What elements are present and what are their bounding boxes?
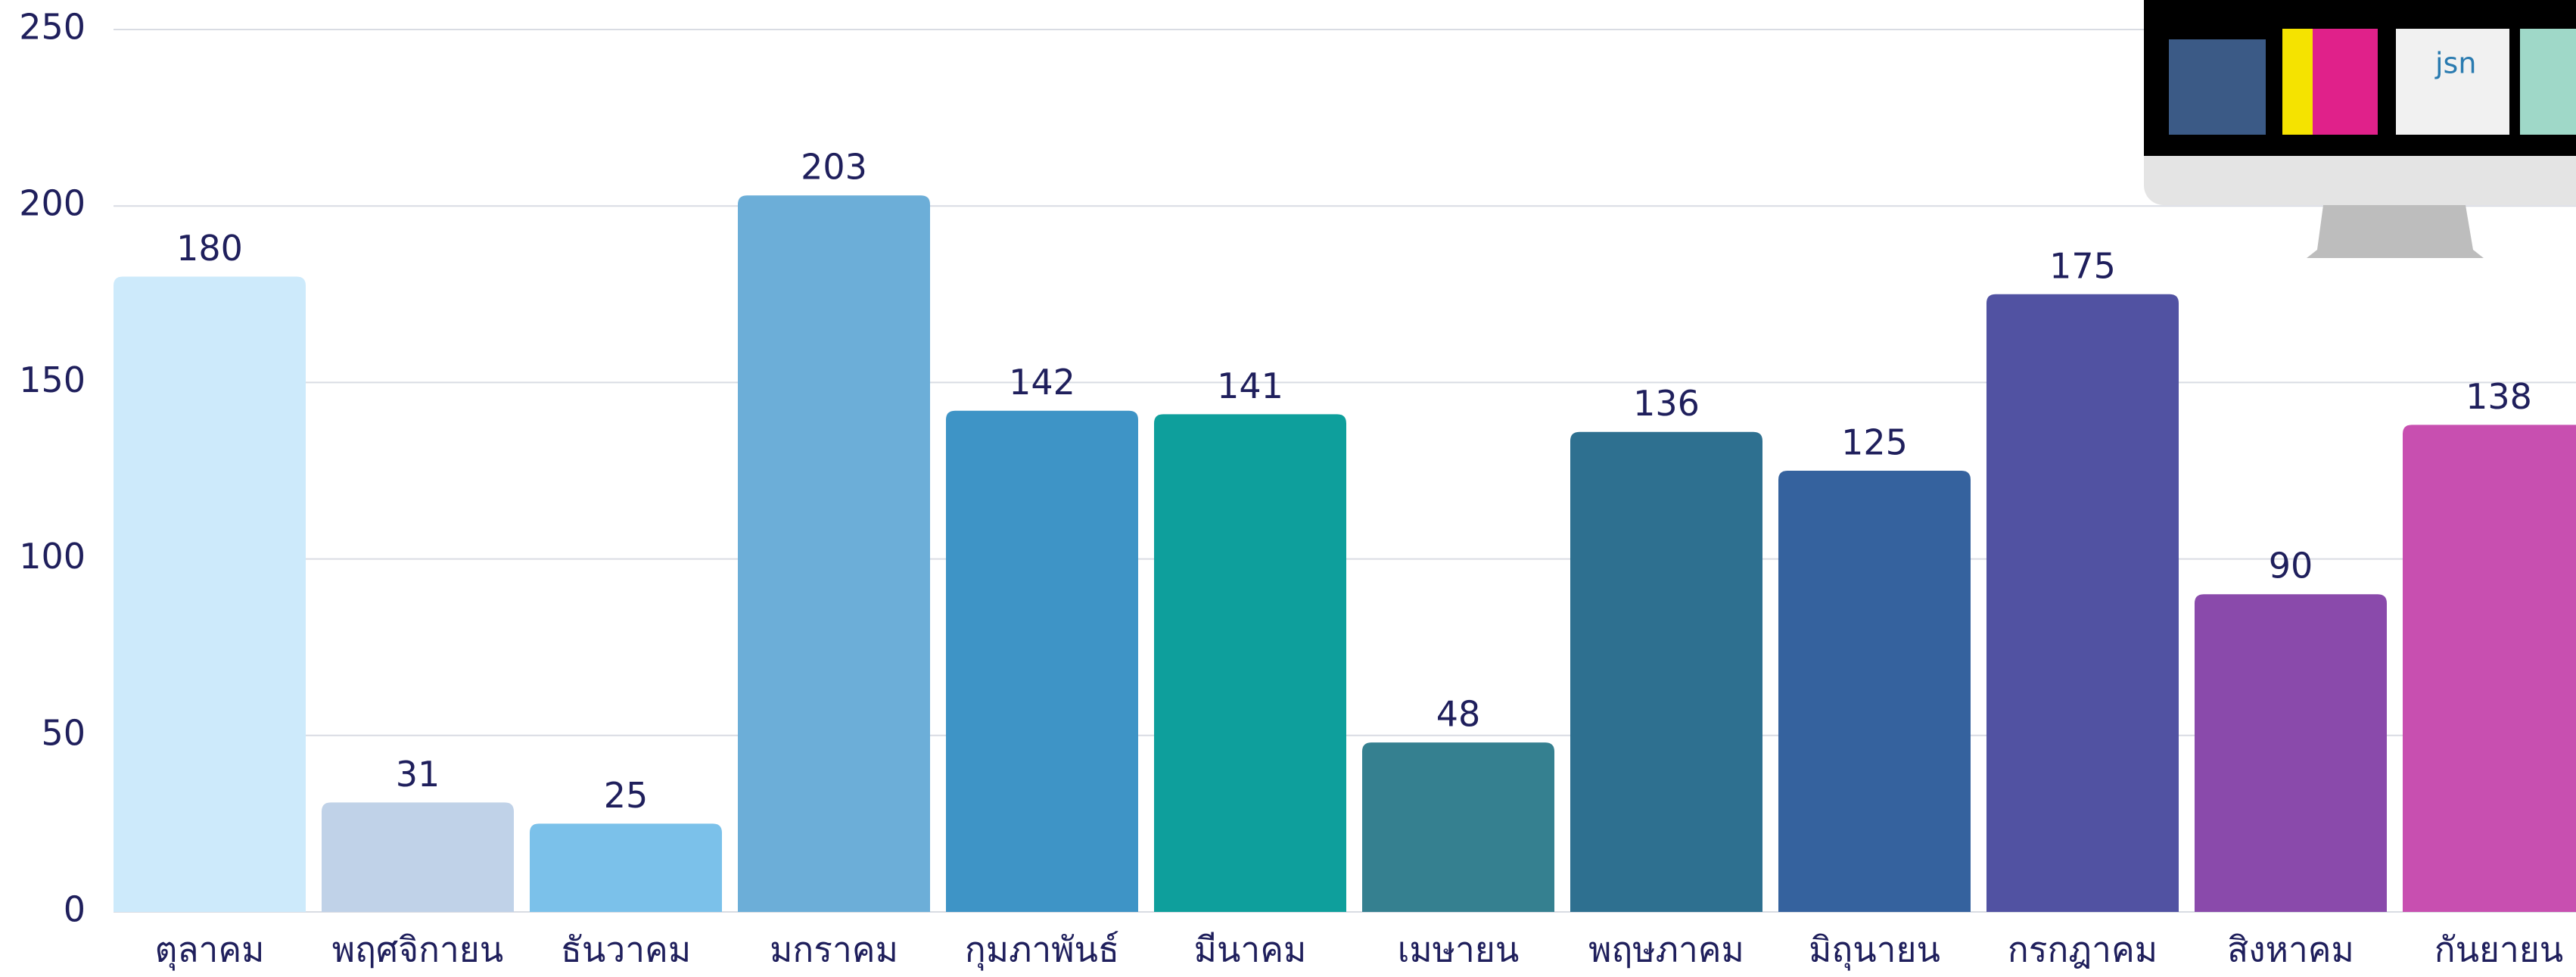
value-label: 142 (1009, 362, 1075, 403)
x-tick-label: พฤษภาคม (1588, 929, 1744, 970)
x-tick-label: เมษายน (1398, 929, 1520, 970)
book-cover (2520, 29, 2576, 135)
bar (530, 823, 722, 912)
y-tick-label: 250 (19, 7, 86, 48)
x-tick-label: กรกฎาคม (2008, 929, 2158, 970)
book-cover (2396, 29, 2509, 135)
x-tick-label: ธันวาคม (561, 929, 691, 970)
bar (2195, 594, 2387, 912)
bar (1778, 471, 1971, 912)
book-cover (2169, 39, 2266, 135)
bar (1570, 431, 1762, 912)
value-label: 125 (1841, 422, 1908, 463)
y-tick-label: 200 (19, 183, 86, 224)
x-tick-label: พฤศจิกายน (332, 929, 503, 970)
value-label: 180 (176, 228, 243, 269)
x-tick-label: กันยายน (2434, 929, 2563, 970)
value-label: 175 (2049, 245, 2116, 286)
bar (322, 802, 514, 912)
bar (946, 410, 1138, 912)
value-label: 25 (604, 775, 649, 816)
bar (114, 276, 306, 913)
x-tick-label: กุมภาพันธ์ (965, 929, 1119, 972)
x-tick-label: สิงหาคม (2227, 929, 2354, 970)
x-tick-label: มิถุนายน (1809, 929, 1940, 972)
y-tick-label: 0 (64, 889, 86, 930)
x-tick-label: ตุลาคม (155, 929, 265, 972)
x-tick-label: มกราคม (770, 929, 898, 970)
x-tick-label: มีนาคม (1194, 929, 1307, 970)
value-label: 138 (2466, 376, 2532, 417)
value-label: 90 (2269, 546, 2313, 587)
monitor-stand (2307, 205, 2484, 258)
y-tick-label: 150 (19, 359, 86, 400)
bar (1986, 294, 2179, 912)
book-cover (2282, 29, 2313, 135)
value-label: 48 (1436, 694, 1481, 735)
y-tick-label: 50 (41, 712, 86, 753)
y-tick-label: 100 (19, 536, 86, 577)
value-label: 203 (801, 147, 867, 188)
value-label: 141 (1217, 366, 1283, 406)
monitor-illustration: jsn (2144, 0, 2576, 258)
value-label: 136 (1633, 383, 1700, 424)
bar (738, 195, 930, 912)
bar (2403, 425, 2576, 912)
value-label: 31 (396, 754, 440, 795)
bar (1362, 742, 1554, 912)
bar (1154, 414, 1346, 912)
book-title: jsn (2434, 47, 2476, 80)
